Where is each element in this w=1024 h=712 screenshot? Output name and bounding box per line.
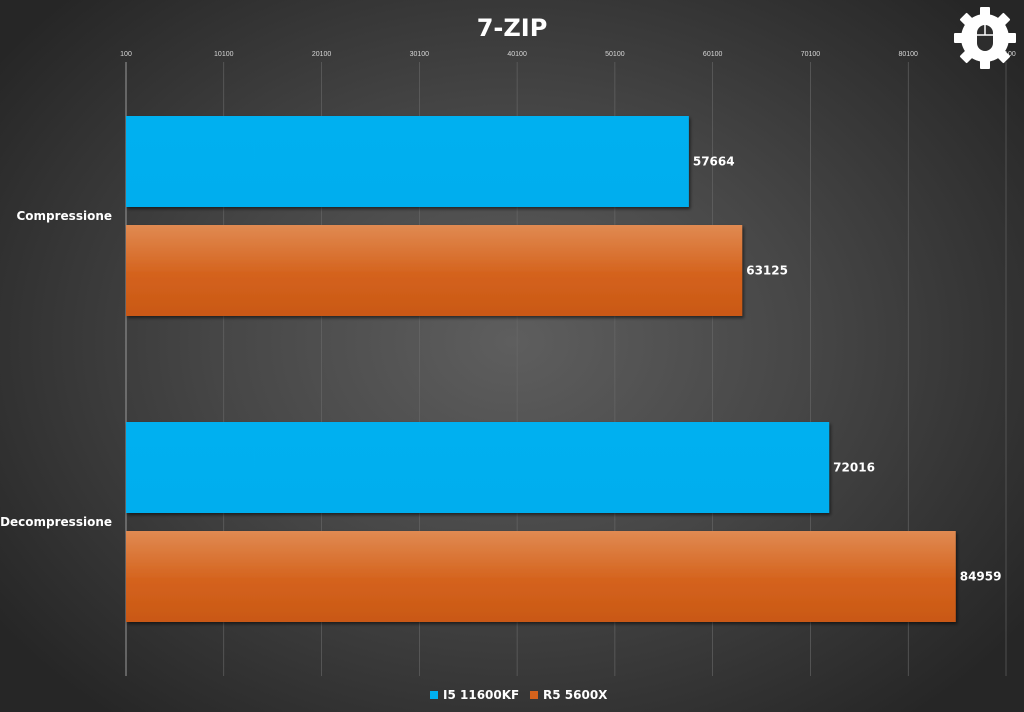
bar-r5-5600x-compressione [126, 225, 743, 316]
bar-value-label: 57664 [693, 155, 735, 169]
category-label: Compressione [16, 209, 112, 223]
legend-label: R5 5600X [543, 688, 608, 702]
bar-i5-11600kf-compressione [126, 116, 689, 207]
x-tick-label: 60100 [703, 51, 723, 58]
x-tick-label: 100 [120, 51, 132, 58]
x-tick-label: 70100 [801, 51, 821, 58]
chart-title: 7-ZIP [477, 14, 548, 42]
legend-swatch [530, 691, 538, 699]
x-tick-label: 50100 [605, 51, 625, 58]
x-tick-label: 30100 [410, 51, 430, 58]
category-label: Decompressione [0, 515, 112, 529]
legend-label: I5 11600KF [443, 688, 519, 702]
bar-i5-11600kf-decompressione [126, 422, 830, 513]
gear-mouse-logo-icon [954, 7, 1016, 69]
bar-value-label: 84959 [960, 570, 1002, 584]
bar-value-label: 63125 [746, 264, 788, 278]
bar-value-label: 72016 [833, 461, 875, 475]
bar-r5-5600x-decompressione [126, 531, 956, 622]
x-tick-label: 40100 [507, 51, 527, 58]
x-tick-label: 20100 [312, 51, 332, 58]
legend-swatch [430, 691, 438, 699]
x-tick-label: 80100 [898, 51, 918, 58]
x-tick-label: 10100 [214, 51, 234, 58]
